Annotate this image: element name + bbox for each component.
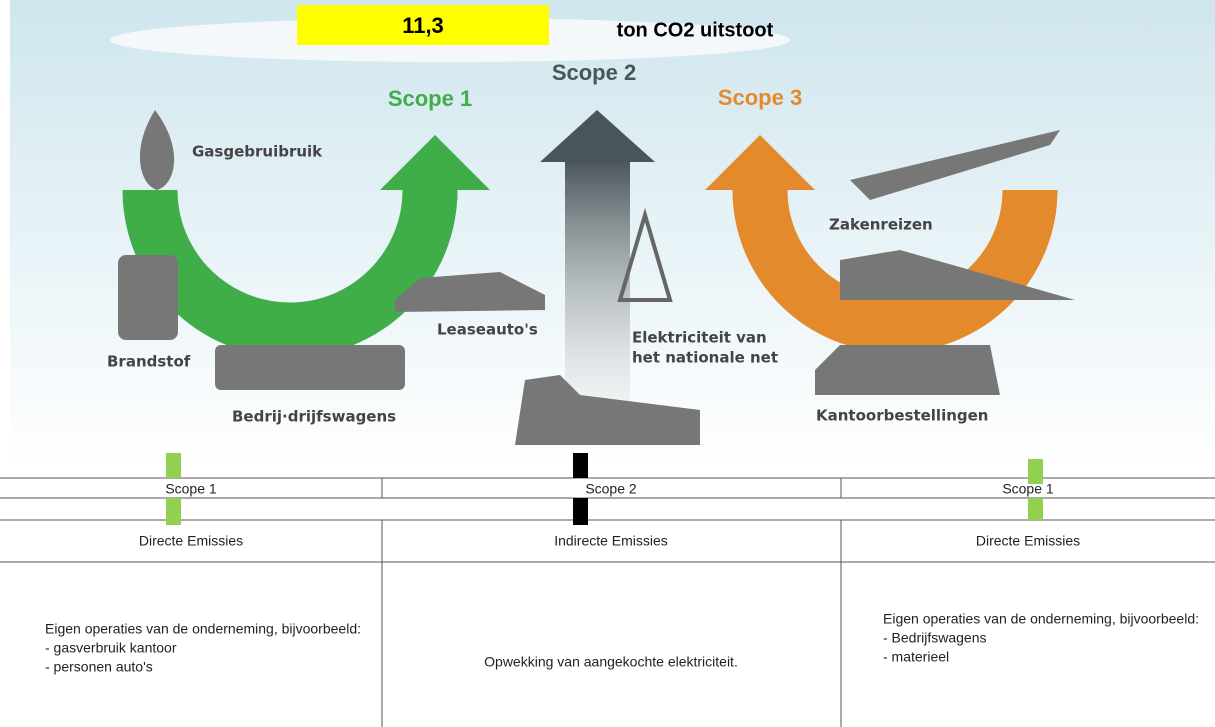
emission-type: Directe Emissies [976, 533, 1080, 549]
description-line: Eigen operaties van de onderneming, bijv… [45, 621, 361, 637]
label: Gasgebruibruik [192, 143, 323, 161]
label: Kantoorbestellingen [816, 407, 988, 425]
description-line: Eigen operaties van de onderneming, bijv… [883, 611, 1199, 627]
sheet: 11,3 ton CO2 uitstoot Scope 1 Scope 2 Sc… [0, 0, 1215, 727]
co2-label: ton CO2 uitstoot [617, 19, 774, 41]
label: het nationale net [632, 349, 778, 367]
column-header: Scope 2 [585, 481, 637, 497]
scope-title: Scope 1 [388, 86, 472, 111]
label: Bedrij·drijfswagens [232, 408, 396, 426]
column-header: Scope 1 [165, 481, 217, 497]
co2-value: 11,3 [402, 13, 444, 38]
description-line: Opwekking van aangekochte elektriciteit. [484, 654, 738, 670]
label: Zakenreizen [829, 216, 933, 234]
description-line: - gasverbruik kantoor [45, 640, 177, 656]
column-header: Scope 1 [1002, 481, 1054, 497]
label: Leaseauto's [437, 321, 538, 339]
scope-title: Scope 3 [718, 85, 802, 110]
label: Elektriciteit van [632, 329, 767, 347]
label: Brandstof [107, 353, 191, 371]
description-line: - materieel [883, 649, 949, 665]
description-line: - personen auto's [45, 659, 153, 675]
description-line: - Bedrijfswagens [883, 630, 987, 646]
emission-type: Directe Emissies [139, 533, 243, 549]
page: 11,3 ton CO2 uitstoot Scope 1 Scope 2 Sc… [0, 0, 1215, 727]
scope-title: Scope 2 [552, 60, 636, 85]
emission-type: Indirecte Emissies [554, 533, 668, 549]
